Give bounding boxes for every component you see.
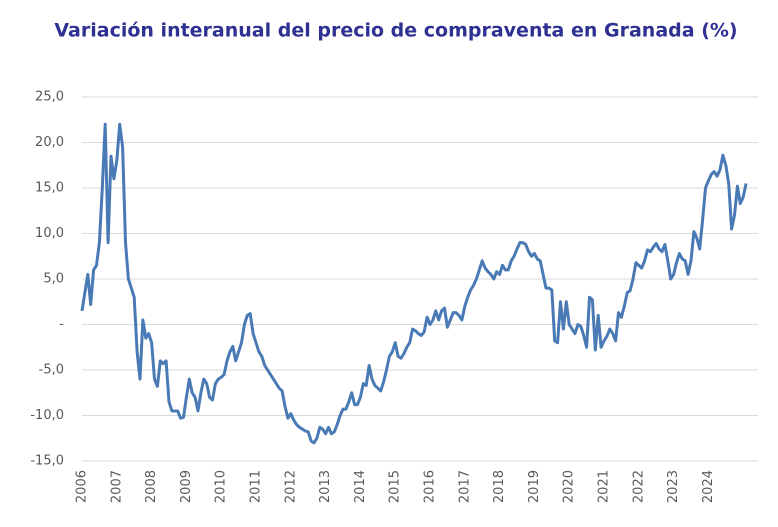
x-tick-label: 2020 bbox=[562, 470, 577, 503]
x-tick-label: 2011 bbox=[249, 470, 264, 503]
x-tick-label: 2023 bbox=[666, 470, 681, 503]
y-tick-label: -15,0 bbox=[30, 454, 64, 469]
x-tick-label: 2022 bbox=[631, 470, 646, 503]
x-tick-label: 2016 bbox=[423, 470, 438, 503]
x-tick-label: 2021 bbox=[597, 470, 612, 503]
y-tick-label: -10,0 bbox=[30, 408, 64, 423]
data-line bbox=[80, 122, 748, 445]
chart-title: Variación interanual del precio de compr… bbox=[54, 20, 737, 42]
x-tick-label: 2019 bbox=[527, 470, 542, 503]
x-tick-label: 2012 bbox=[283, 470, 298, 503]
y-tick-label: 20,0 bbox=[35, 135, 64, 150]
x-tick-label: 2008 bbox=[144, 470, 159, 503]
y-tick-label: 15,0 bbox=[35, 181, 64, 196]
y-tick-label: 25,0 bbox=[35, 90, 64, 105]
y-tick-label: 5,0 bbox=[43, 272, 64, 287]
x-tick-label: 2007 bbox=[109, 470, 124, 503]
y-tick-label: 10,0 bbox=[35, 226, 64, 241]
x-tick-label: 2013 bbox=[318, 470, 333, 503]
x-tick-label: 2015 bbox=[388, 470, 403, 503]
x-tick-label: 2009 bbox=[179, 470, 194, 503]
x-tick-label: 2006 bbox=[75, 470, 90, 503]
y-tick-label: -5,0 bbox=[39, 363, 64, 378]
x-tick-label: 2018 bbox=[492, 470, 507, 503]
x-tick-label: 2014 bbox=[353, 470, 368, 503]
x-tick-label: 2017 bbox=[457, 470, 472, 503]
y-tick-label: - bbox=[59, 317, 64, 332]
x-tick-label: 2024 bbox=[701, 470, 716, 503]
x-tick-label: 2010 bbox=[214, 470, 229, 503]
